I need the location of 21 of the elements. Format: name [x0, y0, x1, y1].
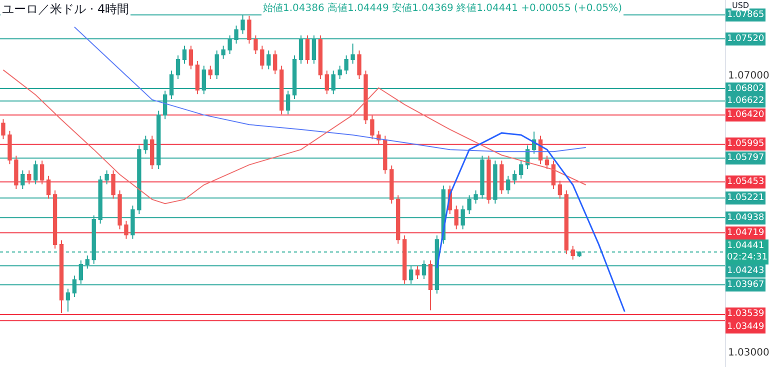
ref-line-label: 1.04243: [727, 266, 764, 276]
ref-line-label: 1.03967: [727, 280, 764, 290]
ref-line-label: 1.06420: [727, 110, 764, 120]
chart-title: ユーロ／米ドル · 4時間: [2, 2, 130, 16]
text: USD: [732, 1, 750, 10]
y-tick-label: 1.03000: [728, 347, 770, 358]
ref-line-label: 1.04719: [727, 228, 764, 238]
ref-line-label: 1.03449: [727, 322, 764, 332]
ref-line-label: 1.07865: [727, 10, 764, 20]
ref-line-label: 1.05221: [727, 193, 764, 203]
ref-line-label: 1.05995: [727, 139, 764, 149]
chart-subtitle: 始値1.04386 高値1.04449 安値1.04369 終値1.04441 +0.00055 (+0.05%): [263, 2, 622, 14]
y-tick-label: 1.07000: [728, 70, 770, 82]
ref-line-label: 1.04441 02:24:31: [727, 241, 768, 263]
ref-line-label: 1.06802: [727, 84, 764, 94]
ref-line-label: 1.07520: [727, 34, 764, 44]
ref-line-label: 1.03539: [727, 309, 764, 319]
ref-line-label: 1.05453: [727, 177, 764, 187]
ref-line-label: 1.06622: [727, 96, 764, 106]
ref-line-label: 1.05797: [727, 153, 764, 163]
ref-line-label: 1.04938: [727, 213, 764, 223]
